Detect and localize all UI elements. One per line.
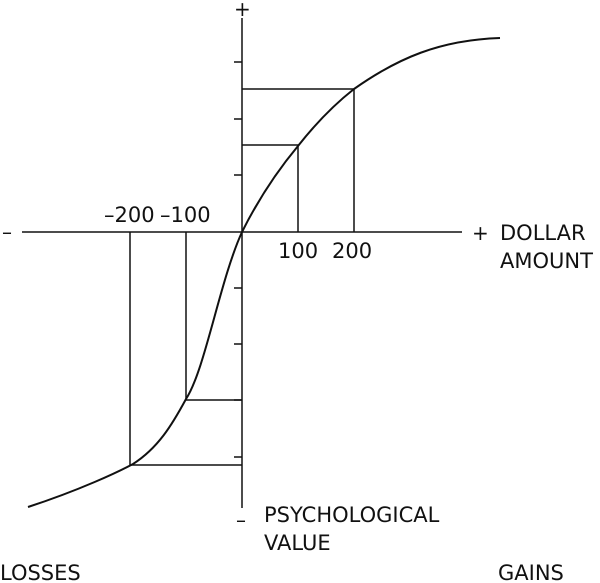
tick-label-200: 200 <box>332 239 372 263</box>
x-negative-sign: – <box>2 220 12 244</box>
y-axis-ticks <box>234 61 242 458</box>
value-curve <box>27 37 501 508</box>
loss-100-guide <box>185 232 242 401</box>
loss-200-guide <box>129 232 242 466</box>
x-axis-label-line1: DOLLAR <box>500 221 586 245</box>
x-positive-sign: + <box>472 221 489 245</box>
losses-label: LOSSES <box>0 561 81 583</box>
y-positive-sign: + <box>234 0 251 21</box>
x-axis-label-line2: AMOUNT <box>500 249 593 273</box>
y-axis-label-line1: PSYCHOLOGICAL <box>264 503 440 527</box>
tick-label-neg200: –200 <box>104 203 155 227</box>
gain-100-guide <box>242 144 299 232</box>
tick-label-neg100: –100 <box>160 203 211 227</box>
y-axis-label-line2: VALUE <box>264 531 331 555</box>
gain-200-guide <box>242 88 355 232</box>
y-negative-sign: – <box>236 508 246 532</box>
tick-label-100: 100 <box>278 239 318 263</box>
gains-label: GAINS <box>498 561 564 583</box>
